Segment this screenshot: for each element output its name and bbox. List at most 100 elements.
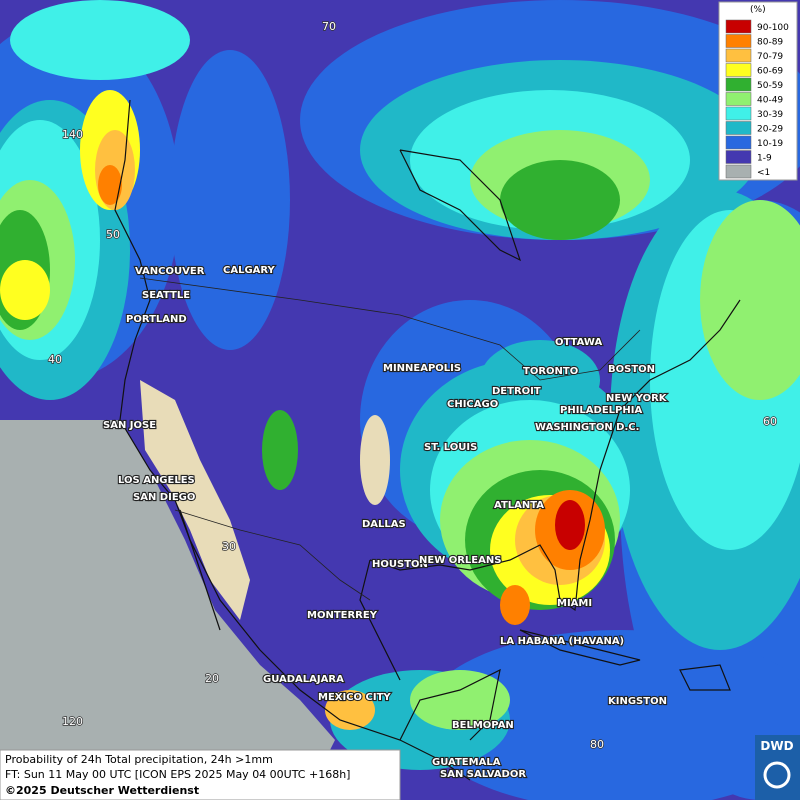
city-label: KINGSTON	[608, 696, 667, 707]
legend-swatch	[725, 48, 752, 63]
legend-swatch	[725, 77, 752, 92]
city-label: CHICAGO	[447, 399, 498, 410]
coastline	[519, 629, 641, 666]
city-label: SEATTLE	[142, 290, 190, 301]
legend-swatch	[725, 135, 752, 150]
legend-label: 30-39	[757, 110, 783, 120]
precip-area	[170, 50, 290, 350]
city-label: GUADALAJARA	[263, 674, 344, 685]
city-label: ST. LOUIS	[424, 442, 477, 453]
legend-label: 20-29	[757, 125, 783, 135]
legend-label: 80-89	[757, 38, 783, 48]
logo-text: DWD	[760, 739, 793, 753]
city-label: SAN SALVADOR	[440, 769, 526, 780]
precip-area	[500, 160, 620, 240]
legend-swatch	[725, 150, 752, 164]
caption-line: FT: Sun 11 May 00 UTC [ICON EPS 2025 May…	[5, 768, 350, 781]
coastline	[359, 559, 401, 681]
grid-label: 120	[62, 715, 83, 728]
dry-land	[140, 380, 250, 620]
city-label: WASHINGTON D.C.	[535, 422, 639, 433]
legend-label: 1-9	[757, 154, 772, 164]
city-label: HOUSTON	[372, 559, 428, 570]
coastline	[369, 299, 741, 612]
city-label: BELMOPAN	[452, 720, 514, 731]
city-label: ATLANTA	[494, 500, 544, 511]
coastlines	[114, 99, 741, 781]
legend-swatch	[725, 106, 752, 121]
legend: (%) 90-100 80-89 70-79 60-69 50-59 40-49 30-39…	[718, 1, 798, 181]
precip-area	[555, 500, 585, 550]
city-label: SAN DIEGO	[133, 492, 195, 503]
precip-area	[0, 260, 50, 320]
precip-area	[420, 630, 800, 800]
legend-swatch	[725, 121, 752, 135]
city-label: MIAMI	[557, 598, 592, 609]
caption: Probability of 24h Total precipitation, …	[0, 749, 401, 800]
logo-icon	[763, 761, 791, 789]
legend-swatch	[725, 164, 752, 179]
grid-label: 70	[322, 20, 336, 33]
precip-area	[262, 410, 298, 490]
city-label: MINNEAPOLIS	[383, 363, 461, 374]
legend-swatch	[725, 19, 752, 34]
legend-label: 50-59	[757, 81, 783, 91]
legend-label: 40-49	[757, 96, 783, 106]
logo: DWD	[755, 735, 800, 800]
legend-swatch	[725, 63, 752, 77]
grid-label: 20	[205, 672, 219, 685]
caption-box	[0, 749, 401, 800]
legend-label: 60-69	[757, 67, 783, 77]
city-label: TORONTO	[523, 366, 578, 377]
precip-area	[500, 585, 530, 625]
legend-swatch	[725, 92, 752, 106]
legend-label: 70-79	[757, 52, 783, 62]
city-label: VANCOUVER	[135, 266, 205, 277]
city-label: MONTERREY	[307, 610, 378, 621]
city-label: DALLAS	[362, 519, 406, 530]
city-label: NEW YORK	[606, 393, 668, 404]
legend-title: (%)	[750, 5, 766, 15]
coastline	[114, 99, 471, 781]
precip-area	[98, 165, 122, 205]
city-label: LOS ANGELES	[118, 475, 195, 486]
logo-box	[755, 735, 800, 800]
city-label: CALGARY	[223, 265, 276, 276]
legend-swatch	[725, 34, 752, 48]
legend-label: <1	[757, 168, 770, 178]
legend-items: 90-100 80-89 70-79 60-69 50-59 40-49 30-39 20-2…	[725, 19, 789, 179]
grid-label: 60	[763, 415, 777, 428]
coastline	[399, 668, 501, 741]
city-label: SAN JOSE	[103, 420, 156, 431]
border	[139, 277, 641, 381]
precip-area	[0, 420, 335, 750]
legend-label: 90-100	[757, 23, 789, 33]
borders	[139, 277, 641, 601]
dry-land	[360, 415, 390, 505]
caption-line: ©2025 Deutscher Wetterdienst	[5, 784, 199, 797]
city-label: GUATEMALA	[432, 757, 501, 768]
grid-label: 30	[222, 540, 236, 553]
grid-label: 50	[106, 228, 120, 241]
caption-line: Probability of 24h Total precipitation, …	[5, 753, 273, 766]
city-label: PHILADELPHIA	[560, 405, 642, 416]
city-label: OTTAWA	[555, 337, 602, 348]
city-label: PORTLAND	[126, 314, 187, 325]
city-label: BOSTON	[608, 364, 655, 375]
border	[174, 509, 371, 601]
precip-area	[325, 690, 375, 730]
precip-area	[410, 670, 510, 730]
grid-label: 140	[62, 128, 83, 141]
grid-label: 40	[48, 353, 62, 366]
coastline	[679, 664, 731, 691]
precip-area	[700, 200, 800, 400]
city-label: DETROIT	[492, 386, 541, 397]
grid-label: 80	[590, 738, 604, 751]
city-label: LA HABANA (HAVANA)	[500, 636, 624, 647]
city-label: MEXICO CITY	[318, 692, 391, 703]
coastline	[399, 149, 522, 262]
coastline	[179, 509, 221, 631]
precip-area	[10, 0, 190, 80]
